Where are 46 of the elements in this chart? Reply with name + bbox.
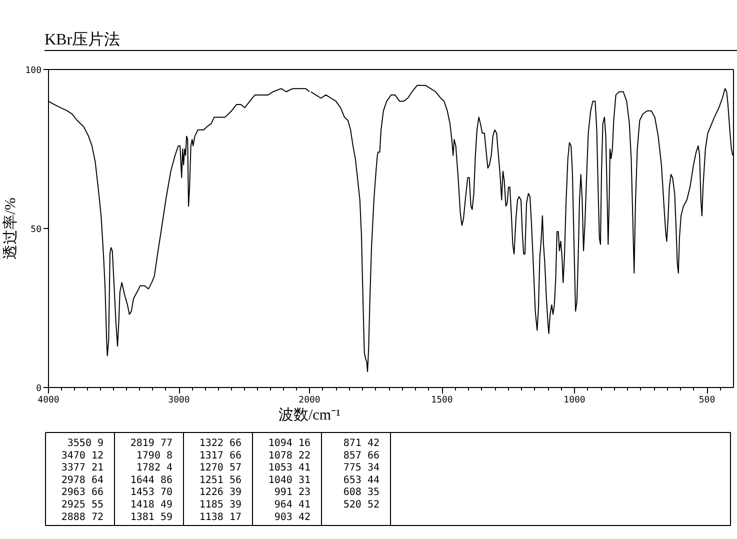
text: 871 42 <box>343 438 380 449</box>
text: 608 35 <box>343 487 380 498</box>
text: 1418 49 <box>130 500 173 510</box>
x-tick-label: 1000 <box>564 396 586 406</box>
text: 2963 66 <box>61 487 104 498</box>
text: 1317 66 <box>199 450 242 462</box>
text: 964 41 <box>274 500 310 510</box>
text: 3550 9 <box>67 438 104 449</box>
text: 3470 12 <box>61 450 104 462</box>
text: 1644 86 <box>130 474 173 486</box>
text: 1185 39 <box>199 500 242 510</box>
text: 1251 56 <box>199 474 242 486</box>
text: 3377 21 <box>61 462 104 474</box>
text: 653 44 <box>343 474 380 486</box>
text: 1322 66 <box>199 438 242 449</box>
x-tick-label: 2000 <box>298 396 320 406</box>
x-tick-label: 1500 <box>431 396 453 406</box>
text: 1453 70 <box>130 487 173 498</box>
text: 775 34 <box>343 462 380 474</box>
text: 1094 16 <box>268 438 311 449</box>
text: 1381 59 <box>130 512 173 523</box>
text: 903 42 <box>274 512 310 523</box>
text: 2978 64 <box>61 474 104 486</box>
x-tick-label: 3000 <box>168 396 190 406</box>
chart-title: KBr压片法 <box>44 30 120 48</box>
text: 520 52 <box>343 500 380 510</box>
y-axis-title: 透过率/% <box>2 198 20 260</box>
y-tick-label: 100 <box>25 66 42 76</box>
y-tick-label: 0 <box>36 384 42 394</box>
y-tick-label: 50 <box>30 225 42 235</box>
text: 1138 17 <box>199 512 242 523</box>
x-axis-title: 波数/cm⁻¹ <box>278 406 341 424</box>
text: 1226 39 <box>199 487 242 498</box>
text: 857 66 <box>343 450 380 462</box>
text: 1782 4 <box>136 462 172 474</box>
text: 1040 31 <box>268 474 311 486</box>
text: 1078 22 <box>268 450 311 462</box>
text: 2819 77 <box>130 438 173 449</box>
text: 2888 72 <box>61 512 104 523</box>
x-tick-label: 500 <box>698 396 716 406</box>
text: 1053 41 <box>268 462 311 474</box>
text: 2925 55 <box>61 500 104 510</box>
x-tick-label: 4000 <box>38 396 60 406</box>
text: 991 23 <box>274 487 310 498</box>
text: 1790 8 <box>136 450 172 462</box>
text: 1270 57 <box>199 462 242 474</box>
